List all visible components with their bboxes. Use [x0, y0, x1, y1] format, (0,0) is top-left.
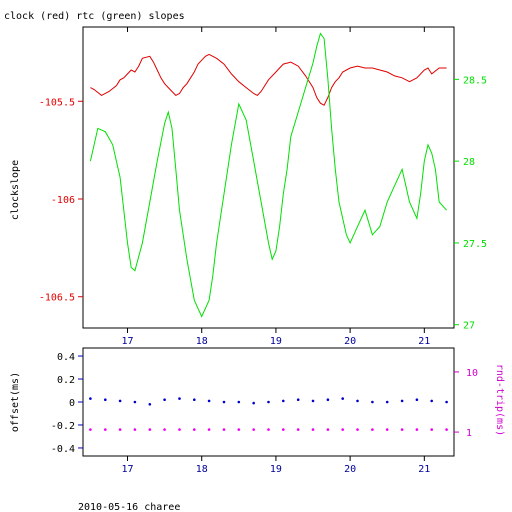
top-y-tick-label: -106.5: [39, 293, 75, 304]
series-offset-point: [430, 399, 434, 403]
bottom-y-axis-label: offset(ms): [10, 372, 21, 432]
bottom-y2-tick-label: 10: [466, 368, 478, 379]
top-x-tick-label: 20: [344, 336, 356, 347]
series-rnd-trip-point: [400, 428, 404, 431]
series-offset-point: [237, 400, 241, 404]
series-rnd-trip-point: [385, 428, 389, 431]
series-offset-point: [326, 398, 330, 402]
bottom-plot-area: [89, 397, 448, 431]
top-y2-tick-label: 28.5: [463, 75, 487, 86]
series-rnd-trip-point: [193, 428, 196, 431]
series-offset-point: [341, 397, 345, 400]
top-x-tick-label: 21: [418, 336, 430, 347]
series-rnd-trip-point: [371, 428, 374, 431]
bottom-y-tick-label: -0.2: [51, 421, 75, 432]
top-y2-tick-label: 27: [463, 321, 475, 332]
series-rnd-trip-point: [148, 428, 152, 431]
series-rnd-trip-point: [237, 428, 241, 431]
series-offset-point: [178, 397, 181, 400]
series-rnd-trip-point: [207, 428, 211, 431]
series-offset-point: [163, 398, 166, 402]
series-offset-point: [385, 400, 389, 404]
top-panel: 17 18 19 20 21 -105.5 -106 -106.5 28.5 28 27.5 27 c…: [10, 26, 487, 347]
series-offset-point: [282, 399, 285, 403]
series-offset-point: [89, 397, 92, 400]
series-rnd-trip-point: [282, 428, 285, 431]
series-rnd-trip-point: [341, 428, 345, 431]
top-x-tick-label: 19: [270, 336, 282, 347]
series-rnd-trip-point: [326, 428, 330, 431]
top-x-tick-label: 18: [196, 336, 208, 347]
bottom-y-tick-label: 0.2: [57, 375, 75, 386]
top-x-tick-label: 17: [121, 336, 133, 347]
series-offset-point: [252, 401, 255, 405]
series-offset-point: [311, 399, 315, 403]
series-offset-point: [371, 400, 374, 404]
top-y-axis-label: clockslope: [10, 160, 21, 220]
series-offset-point: [296, 398, 300, 402]
series-rnd-trip-point: [267, 428, 270, 431]
bottom-x-tick-label: 19: [270, 464, 282, 475]
bottom-x-tick-label: 20: [344, 464, 356, 475]
series-offset-point: [118, 399, 122, 403]
series-rnd-trip-point: [163, 428, 166, 431]
series-rnd-trip-point: [222, 428, 226, 431]
series-rtc-line: [89, 32, 447, 318]
series-offset-point: [193, 398, 196, 402]
chart-title: clock (red) rtc (green) slopes: [4, 11, 185, 22]
series-rnd-trip-point: [415, 428, 419, 431]
bottom-x-tick-label: 17: [121, 464, 133, 475]
series-rnd-trip-point: [133, 428, 137, 431]
series-offset-point: [267, 400, 270, 404]
top-plot-area: [89, 32, 447, 318]
series-offset-point: [133, 400, 137, 404]
bottom-x-tick-label: 21: [418, 464, 430, 475]
series-rnd-trip-point: [311, 428, 315, 431]
series-offset-point: [415, 398, 419, 402]
series-rnd-trip-point: [104, 428, 107, 431]
series-clock-line: [90, 53, 447, 106]
top-y-tick-label: -106: [51, 195, 75, 206]
series-rnd-trip-point: [445, 428, 448, 431]
top-plot-frame: [82, 26, 455, 329]
series-rnd-trip-point: [356, 428, 359, 431]
series-offset-point: [400, 399, 404, 403]
bottom-y2-axis-label: rnd-trip(ms): [494, 364, 505, 436]
series-offset-point: [207, 399, 211, 403]
top-y2-tick-label: 28: [463, 157, 475, 168]
series-rnd-trip-point: [89, 428, 92, 431]
top-y-tick-label: -105.5: [39, 97, 75, 108]
bottom-y-tick-label: 0: [69, 398, 75, 409]
series-rnd-trip-point: [430, 428, 434, 431]
series-offset-point: [104, 398, 107, 402]
bottom-x-tick-label: 18: [196, 464, 208, 475]
series-offset-point: [148, 403, 152, 406]
bottom-y2-tick-label: 1: [466, 428, 472, 439]
series-rnd-trip-point: [118, 428, 122, 431]
bottom-axes: 17 18 19 20 21 0.4 0.2 0 -0.2 -0.4 10 1: [51, 352, 478, 475]
series-rnd-trip-point: [252, 428, 255, 431]
series-offset-point: [445, 400, 448, 404]
series-offset-point: [222, 400, 226, 404]
footer-label: 2010-05-16 charee: [78, 502, 180, 512]
series-rnd-trip-point: [296, 428, 300, 431]
series-offset-point: [356, 399, 359, 403]
top-y2-tick-label: 27.5: [463, 239, 487, 250]
bottom-y-tick-label: -0.4: [51, 444, 75, 455]
top-axes: 17 18 19 20 21 -105.5 -106 -106.5 28.5 28 27.5 27: [39, 27, 487, 347]
bottom-y-tick-label: 0.4: [57, 352, 75, 363]
series-rnd-trip-point: [178, 428, 181, 431]
